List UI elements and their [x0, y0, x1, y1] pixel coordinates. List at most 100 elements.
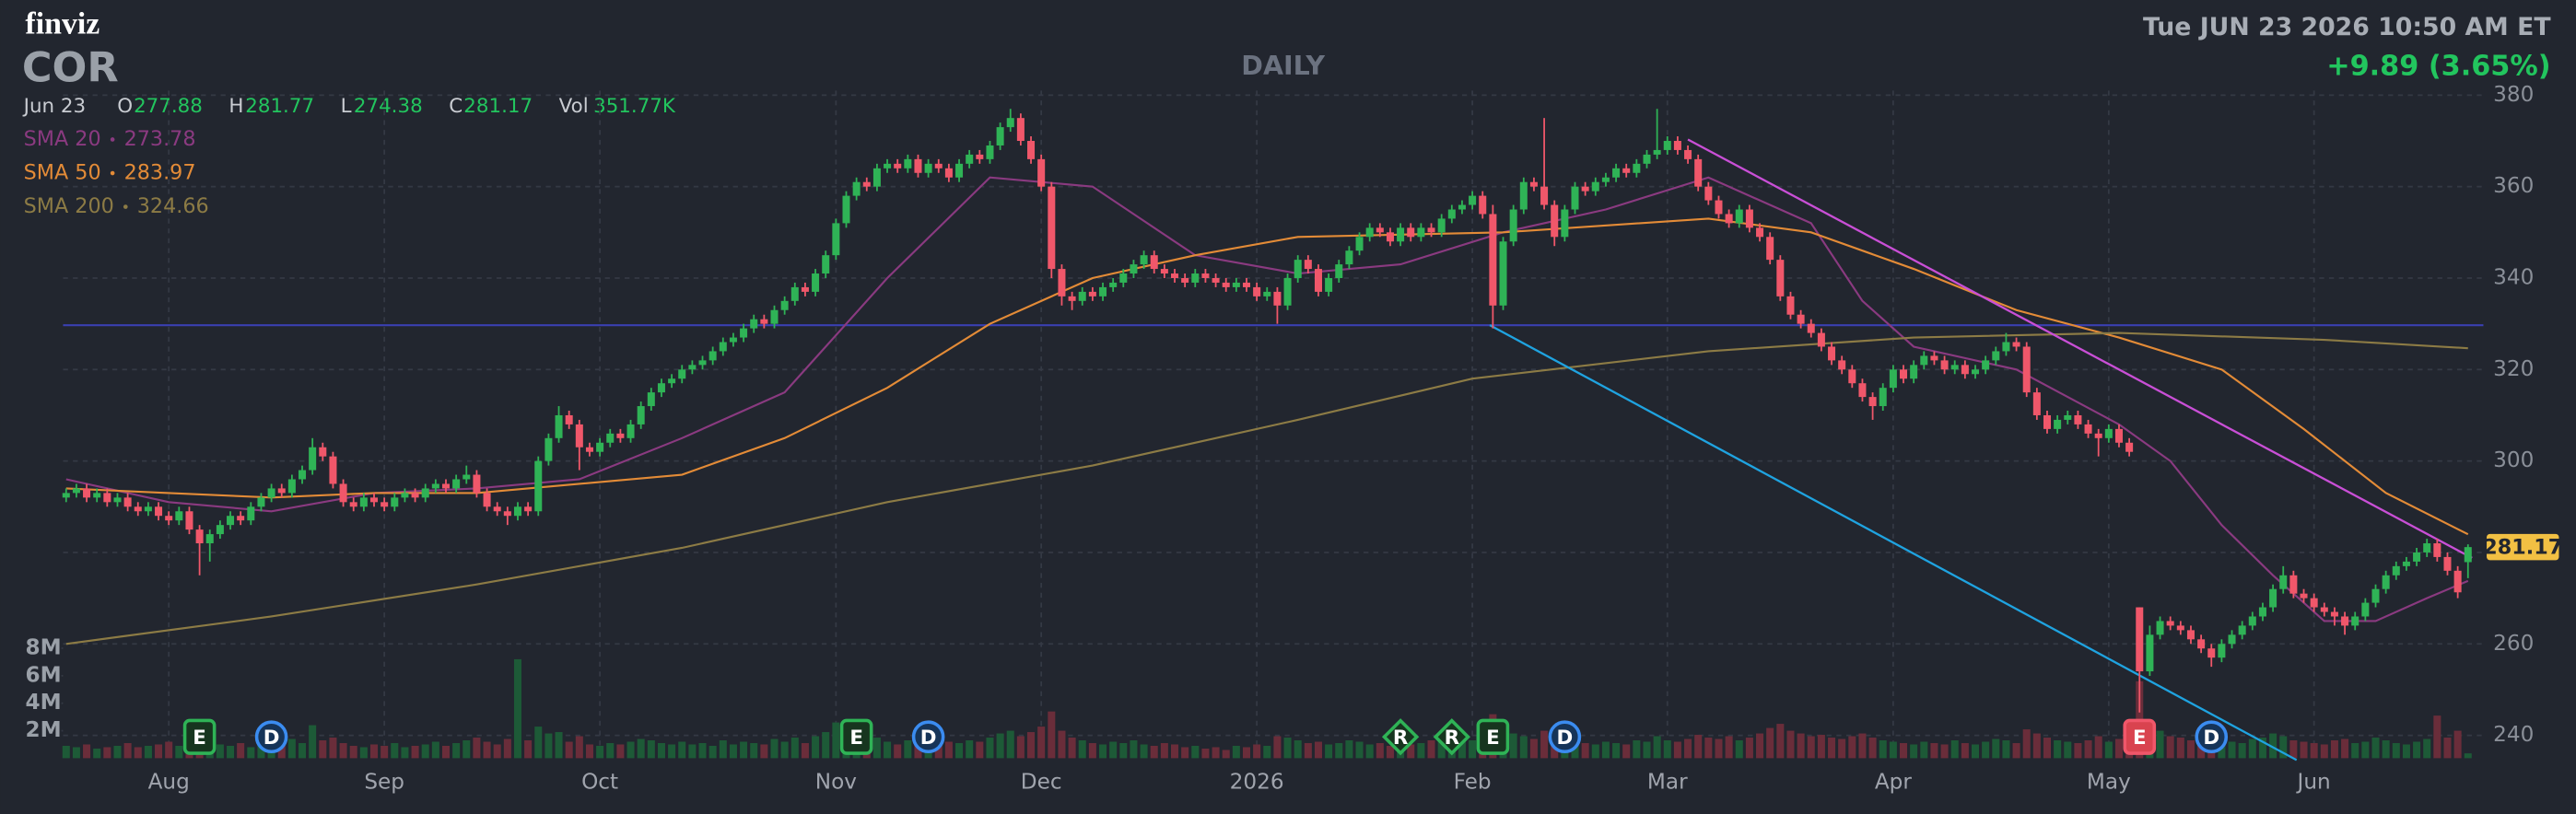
volume-bar [2279, 736, 2288, 759]
candle-body [904, 158, 912, 169]
event-icon [2195, 720, 2229, 754]
candle-body [93, 493, 101, 498]
candle-body [2114, 428, 2123, 443]
ohlc-row: Jun 23 O 277.88 H 281.77 L 274.38 C 281.… [22, 95, 676, 118]
volume-bar [2022, 729, 2031, 759]
volume-bar [2043, 738, 2052, 759]
candle-body [205, 534, 214, 544]
candle-body [698, 360, 707, 366]
candle-body [924, 163, 932, 173]
volume-bar [1037, 727, 1046, 759]
legend-separator [110, 170, 115, 176]
volume-bar [1900, 742, 1908, 759]
candle-body [2310, 598, 2318, 608]
candle-body [842, 195, 850, 224]
candle-body [1612, 168, 1621, 178]
volume-bar [319, 739, 327, 759]
candle-body [1447, 209, 1456, 219]
volume-bar [287, 738, 296, 759]
candle-body [247, 506, 255, 521]
volume-bar [1191, 745, 1200, 759]
candle-body [1745, 209, 1753, 228]
candle-body [1469, 195, 1477, 205]
candle-body [1633, 163, 1641, 173]
volume-bar [503, 738, 511, 759]
candle-body [2423, 543, 2431, 552]
volume-bar [1088, 742, 1096, 759]
volume-bar [1140, 744, 1148, 759]
volume-bar [1078, 739, 1086, 759]
candle-body [1591, 181, 1599, 192]
candle-body [822, 255, 830, 274]
candle-body [2258, 607, 2266, 617]
candle-body [2002, 342, 2010, 352]
volume-bar [2453, 730, 2462, 759]
candle-body [401, 493, 409, 498]
candle-body [1571, 186, 1579, 210]
volume-bar [2423, 738, 2431, 759]
volume-bar [1817, 735, 1825, 759]
candle-body [872, 168, 881, 187]
volume-bar [1971, 744, 1980, 759]
volume-bar [2186, 739, 2195, 759]
x-tick-label: Oct [581, 771, 618, 795]
volume-bar [2064, 741, 2072, 759]
candle-body [1263, 291, 1271, 297]
candle-body [719, 342, 727, 352]
event-marker: E [839, 718, 873, 755]
candle-body [1273, 291, 1282, 306]
volume-tick-label: 2M [25, 718, 61, 742]
candle-body [1489, 214, 1497, 306]
candle-body [369, 497, 379, 503]
volume-bar [996, 733, 1004, 759]
volume-bar [257, 741, 265, 759]
candle-body [165, 516, 173, 521]
volume-bar [175, 745, 183, 759]
candle-body [2032, 392, 2041, 415]
volume-bar [1109, 741, 1118, 759]
candle-body [2218, 644, 2226, 658]
volume-bar [596, 745, 604, 759]
volume-bar [2341, 738, 2349, 759]
event-label: E [849, 727, 863, 750]
candle-body [2228, 634, 2236, 645]
candle-body [237, 516, 245, 521]
candle-body [349, 502, 357, 507]
volume-bar [1684, 738, 1692, 759]
volume-bar [1437, 738, 1446, 759]
volume-bar [411, 745, 419, 759]
candle-body [1058, 269, 1066, 297]
volume-bar [1417, 742, 1425, 759]
candle-body [996, 127, 1004, 145]
legend-name: SMA 200 [24, 194, 114, 218]
volume-bar [1910, 744, 1918, 759]
volume-bar [463, 739, 471, 759]
candle-body [1253, 286, 1261, 297]
candle-body [1807, 323, 1815, 333]
candle-body [2238, 625, 2246, 635]
volume-bar [216, 744, 224, 759]
candle-body [2186, 630, 2195, 640]
volume-bar [812, 736, 820, 759]
candle-body [2248, 616, 2256, 626]
date: Jun 23 [22, 95, 86, 118]
volume-bar [1325, 744, 1333, 759]
legend-name: SMA 20 [24, 127, 101, 151]
volume-bar [626, 741, 635, 759]
candle-body [1068, 296, 1076, 301]
volume-bar [113, 745, 122, 759]
logo: finviz [25, 6, 100, 41]
candle-body [1797, 314, 1805, 324]
candle-body [83, 488, 91, 498]
volume-bar [1643, 741, 1651, 759]
volume-key: Vol [559, 95, 589, 118]
candle-body [1427, 227, 1435, 233]
volume-bar [976, 741, 984, 759]
candle-body [750, 319, 758, 329]
candle-body [2402, 561, 2410, 566]
event-label: D [2203, 727, 2219, 750]
candle-body [575, 424, 583, 448]
candle-body [1715, 200, 1723, 215]
candle-body [1519, 181, 1528, 210]
candle-body [2043, 414, 2052, 429]
